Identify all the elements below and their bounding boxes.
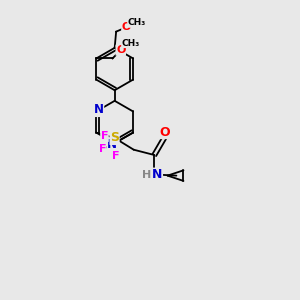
Text: CH₃: CH₃ [128,18,146,27]
Text: O: O [159,125,170,139]
Text: F: F [112,151,120,161]
Text: N: N [152,168,162,181]
Text: N: N [107,138,117,151]
Text: F: F [101,131,108,142]
Text: N: N [94,103,104,116]
Text: H: H [142,170,152,180]
Text: O: O [116,45,125,55]
Text: S: S [110,131,119,144]
Text: F: F [99,144,106,154]
Text: O: O [122,22,131,32]
Text: CH₃: CH₃ [122,39,140,48]
